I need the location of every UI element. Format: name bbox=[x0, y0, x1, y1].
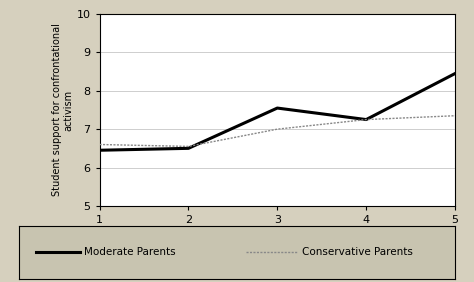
Line: Conservative Parents: Conservative Parents bbox=[100, 116, 455, 146]
Conservative Parents bbox=[185, 145, 191, 148]
Text: Conservative Parents: Conservative Parents bbox=[302, 247, 413, 257]
Conservative Parents bbox=[97, 143, 102, 146]
Y-axis label: Student support for confrontational
activism: Student support for confrontational acti… bbox=[52, 23, 74, 197]
Moderate Parents bbox=[274, 106, 280, 110]
Moderate Parents bbox=[97, 149, 102, 152]
Conservative Parents bbox=[363, 118, 369, 121]
Conservative Parents bbox=[452, 114, 458, 117]
Line: Moderate Parents: Moderate Parents bbox=[100, 74, 455, 150]
Moderate Parents bbox=[185, 147, 191, 150]
Moderate Parents bbox=[363, 118, 369, 121]
Conservative Parents bbox=[274, 127, 280, 131]
Moderate Parents bbox=[452, 72, 458, 75]
Text: Moderate Parents: Moderate Parents bbox=[84, 247, 176, 257]
X-axis label: Student inclination to disagree: Student inclination to disagree bbox=[185, 229, 369, 239]
